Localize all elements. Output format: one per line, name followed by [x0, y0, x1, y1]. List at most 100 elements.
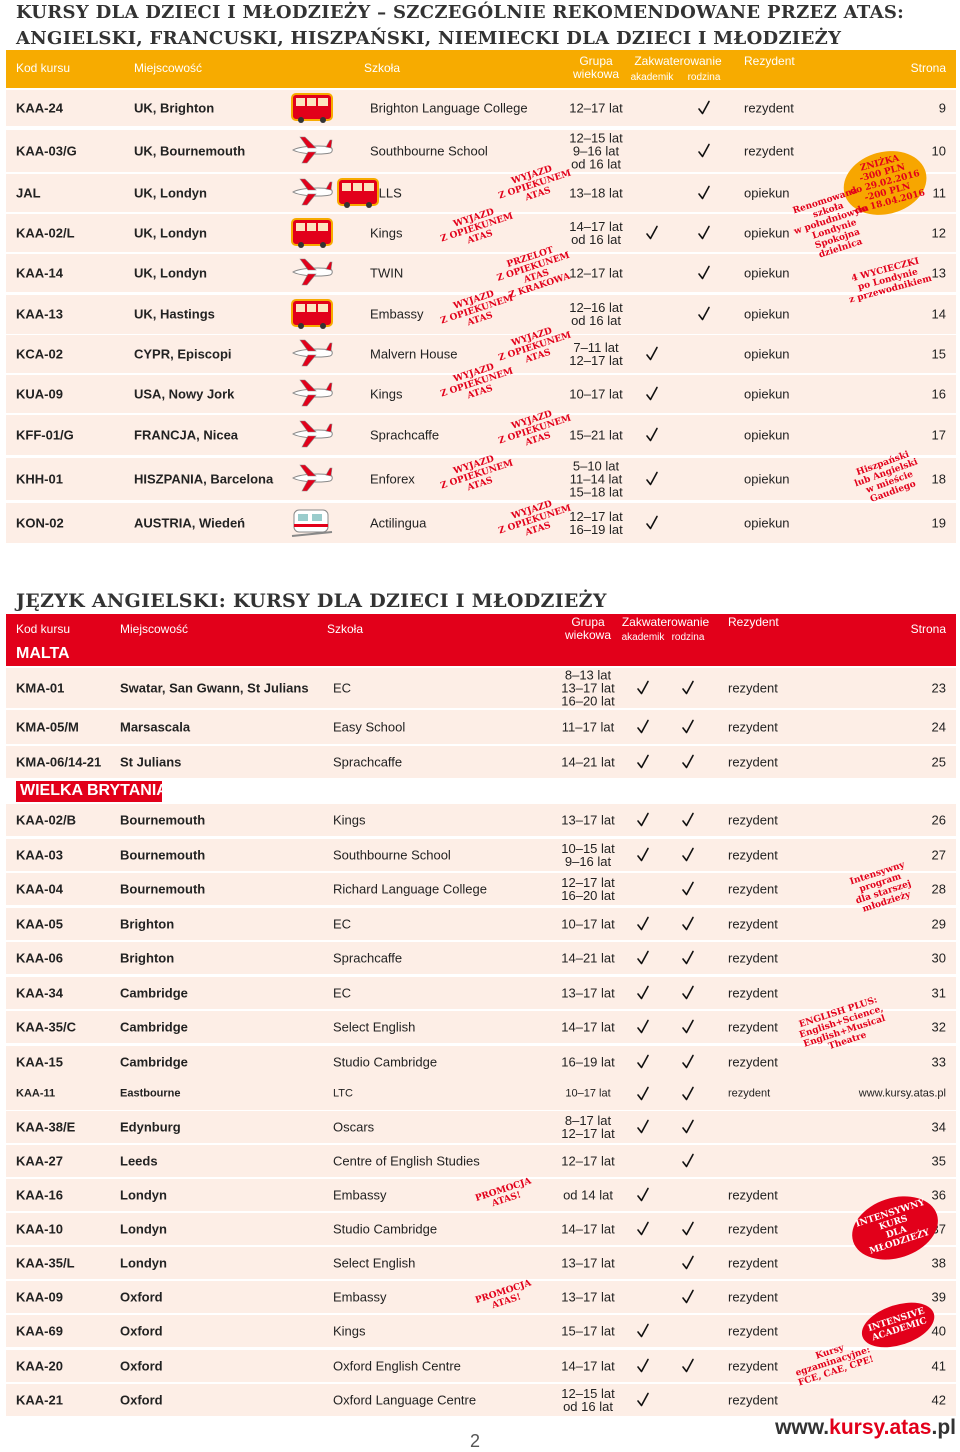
place: Oxford: [120, 1289, 163, 1305]
header-label: Zakwaterowanie: [621, 615, 710, 629]
check: [637, 847, 649, 862]
course-code: KAA-02/L: [16, 225, 75, 241]
course-code: KMA-06/14-21: [16, 754, 102, 770]
place: Londyn: [120, 1255, 167, 1271]
course-code: KAA-15: [16, 1054, 63, 1070]
place: Bournemouth: [120, 881, 206, 897]
age-group: 8–17 lat 12–17 lat: [548, 1114, 628, 1140]
resident: rezydent: [728, 1019, 778, 1035]
check: [637, 985, 649, 1000]
resident: rezydent: [728, 985, 778, 1001]
age-group: 12–17 lat: [556, 267, 636, 280]
page-ref: 14: [931, 306, 946, 322]
place: CYPR, Episcopi: [134, 346, 232, 362]
school: Easy School: [333, 719, 406, 735]
place: FRANCJA, Nicea: [134, 427, 239, 443]
table-row: [6, 1247, 956, 1279]
age-group: 13–17 lat: [548, 1257, 628, 1270]
resident: rezydent: [728, 1221, 778, 1237]
resident: opiekun: [744, 185, 790, 201]
resident: rezydent: [744, 100, 794, 116]
page-ref: 24: [931, 719, 946, 735]
check: [637, 1392, 649, 1407]
school: Brighton Language College: [370, 100, 528, 116]
table-row: [6, 458, 956, 500]
age-line: od 16 lat: [571, 232, 621, 247]
course-code: KAA-38/E: [16, 1119, 76, 1135]
table-row: [6, 375, 956, 413]
page-ref: 12: [931, 225, 946, 241]
age-group: 10–17 lat: [556, 388, 636, 401]
table-row: [6, 294, 956, 334]
header-label: Strona: [910, 61, 946, 75]
transport-icon: [291, 178, 333, 206]
place: UK, Bournemouth: [134, 143, 246, 159]
check: [698, 100, 710, 115]
resident: opiekun: [744, 306, 790, 322]
resident: rezydent: [728, 1187, 778, 1203]
course-code: KAA-24: [16, 100, 63, 116]
resident: rezydent: [728, 1289, 778, 1305]
header-label: Miejscowość: [120, 622, 189, 636]
transport-icon: [291, 509, 333, 537]
age-line: 13–18 lat: [569, 185, 623, 201]
resident: rezydent: [728, 1358, 778, 1374]
page-ref: 15: [931, 346, 946, 362]
course-code: KAA-20: [16, 1358, 63, 1374]
page-ref: 34: [931, 1119, 946, 1135]
age-line: 12–17 lat: [561, 1126, 615, 1141]
check: [682, 812, 694, 827]
check: [637, 1221, 649, 1236]
course-code: KAA-03/G: [16, 143, 77, 159]
course-code: KAA-21: [16, 1392, 63, 1408]
check: [637, 1054, 649, 1069]
check: [637, 1323, 649, 1338]
transport-icon: [291, 299, 333, 329]
age-line: od 16 lat: [571, 156, 621, 172]
page-ref: 29: [931, 916, 946, 932]
header-label: akademik: [630, 72, 674, 83]
table-row: [6, 415, 956, 455]
school: TWIN: [370, 265, 404, 281]
age-group: 10–17 lat: [548, 918, 628, 931]
school: EC: [333, 916, 352, 932]
check: [682, 1358, 694, 1373]
header-label: Zakwaterowanie: [634, 54, 722, 68]
school: Studio Cambridge: [333, 1221, 438, 1237]
course-code: KFF-01/G: [16, 427, 74, 443]
header-label: wiekowa: [572, 67, 620, 81]
place: UK, Brighton: [134, 100, 215, 116]
age-group: 8–13 lat 13–17 lat 16–20 lat: [548, 669, 628, 708]
age-line: 12–17 lat: [569, 100, 623, 116]
age-group: 12–15 lat od 16 lat: [548, 1387, 628, 1413]
place: Swatar, San Gwann, St Julians: [120, 680, 309, 696]
title-line: KURSY DLA DZIECI I MŁODZIEŻY – SZCZEGÓLN…: [16, 2, 905, 23]
age-line: 9–16 lat: [564, 854, 612, 869]
transport-icon: [291, 379, 333, 407]
header-label: wiekowa: [564, 628, 612, 642]
age-line: od 16 lat: [563, 1399, 613, 1414]
age-line: 13–17 lat: [561, 812, 615, 828]
table-row: [6, 90, 956, 126]
table-row: [6, 1315, 956, 1347]
check: [637, 719, 649, 734]
school: Southbourne School: [370, 143, 488, 159]
group-label: MALTA: [16, 645, 70, 662]
check: [646, 427, 658, 442]
header-label: Grupa: [571, 615, 605, 629]
table-row: [6, 1213, 956, 1245]
age-group: 11–17 lat: [548, 721, 628, 734]
school: EC: [333, 680, 352, 696]
course-code: KAA-35/C: [16, 1019, 76, 1035]
transport-icon: [291, 258, 333, 286]
header-label: akademik: [621, 632, 665, 643]
place: Cambridge: [120, 1019, 188, 1035]
school: Southbourne School: [333, 847, 451, 863]
check: [637, 1086, 649, 1101]
table-row: [6, 1011, 956, 1043]
page-ref: 32: [931, 1019, 946, 1035]
resident: rezydent: [728, 1054, 778, 1070]
age-line: 13–17 lat: [561, 985, 615, 1001]
place: Cambridge: [120, 1054, 188, 1070]
header-label: Szkoła: [364, 61, 401, 75]
